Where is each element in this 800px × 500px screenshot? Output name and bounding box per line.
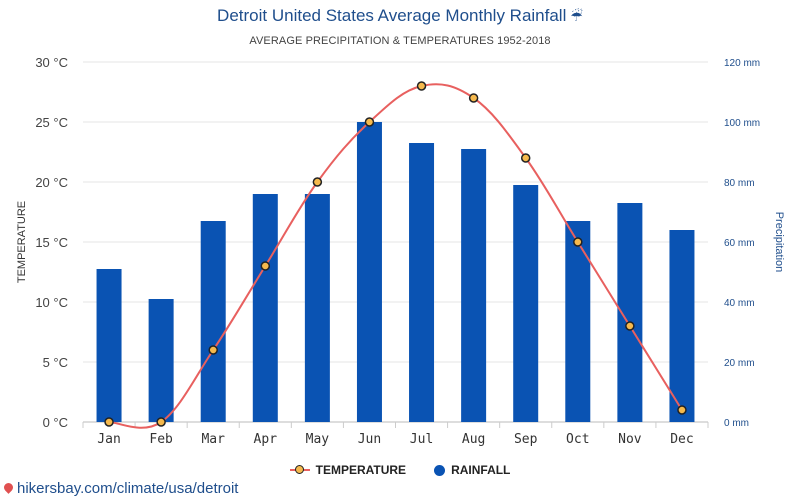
legend: TEMPERATURE RAINFALL: [0, 463, 800, 477]
x-tick-label: May: [306, 432, 330, 447]
rainfall-bar: [200, 221, 226, 422]
y-right-tick-label: 20 mm: [724, 358, 755, 369]
source-link[interactable]: hikersbay.com/climate/usa/detroit: [2, 480, 239, 497]
legend-label-temperature: TEMPERATURE: [315, 463, 407, 477]
chart-title: Detroit United States Average Monthly Ra…: [0, 6, 800, 26]
x-tick-label: Sep: [514, 432, 538, 447]
rainfall-bar: [565, 221, 591, 422]
temperature-point: [312, 177, 323, 187]
temperature-point: [156, 417, 166, 427]
umbrella-rain-icon: ☔: [570, 9, 583, 25]
rainfall-bar: [252, 194, 278, 422]
x-tick-label: Mar: [201, 432, 225, 447]
rainfall-bar: [513, 185, 539, 422]
y-left-axis-title: TEMPERATURE: [16, 201, 28, 283]
y-right-tick-label: 120 mm: [724, 58, 760, 69]
temperature-point: [520, 153, 531, 163]
temperature-point: [260, 261, 271, 271]
y-right-axis-title: Precipitation: [773, 212, 785, 273]
temperature-point: [208, 345, 218, 355]
x-tick-label: Apr: [254, 432, 278, 447]
temperature-point: [416, 81, 427, 91]
y-right-tick-label: 40 mm: [724, 298, 755, 309]
y-left-tick-label: 25 °C: [35, 115, 68, 130]
x-tick-label: Jul: [410, 432, 433, 447]
y-left-tick-label: 5 °C: [43, 355, 68, 370]
rainfall-bar: [669, 230, 695, 422]
y-right-tick-label: 0 mm: [724, 418, 749, 429]
legend-item-rainfall[interactable]: RAINFALL: [428, 463, 510, 477]
x-tick-label: Jan: [97, 432, 120, 447]
x-tick-label: Aug: [462, 432, 485, 447]
rainfall-bar: [356, 122, 382, 422]
temperature-line: [108, 83, 683, 429]
legend-item-temperature[interactable]: TEMPERATURE: [289, 463, 407, 477]
x-tick-label: Nov: [618, 432, 642, 447]
y-left-tick-label: 0 °C: [43, 415, 68, 430]
x-tick-label: Jun: [358, 432, 381, 447]
temperature-point: [677, 405, 687, 415]
rainfall-bar: [461, 149, 487, 422]
rainfall-bar: [409, 143, 435, 422]
y-left-tick-label: 20 °C: [35, 175, 68, 190]
y-left-tick-label: 30 °C: [35, 55, 68, 70]
rainfall-legend-icon: [434, 464, 446, 476]
source-link-text: hikersbay.com/climate/usa/detroit: [17, 480, 239, 497]
y-right-tick-label: 60 mm: [724, 238, 755, 249]
temperature-legend-icon: [289, 464, 310, 476]
x-tick-label: Feb: [149, 432, 173, 447]
temperature-point: [104, 417, 114, 427]
y-right-tick-label: 100 mm: [724, 118, 760, 129]
y-left-tick-label: 10 °C: [35, 295, 68, 310]
y-left-tick-label: 15 °C: [35, 235, 68, 250]
map-pin-icon: [2, 481, 15, 494]
y-right-tick-label: 80 mm: [724, 178, 755, 189]
chart-subtitle: AVERAGE PRECIPITATION & TEMPERATURES 195…: [249, 35, 551, 47]
rainfall-bar: [148, 299, 174, 422]
x-tick-label: Dec: [670, 432, 693, 447]
temperature-point: [468, 93, 479, 103]
x-tick-label: Oct: [566, 432, 589, 447]
rainfall-bar: [304, 194, 330, 422]
temperature-point: [364, 117, 375, 127]
legend-label-rainfall: RAINFALL: [451, 463, 511, 477]
chart-title-text: Detroit United States Average Monthly Ra…: [217, 6, 567, 25]
temperature-point: [625, 321, 635, 331]
temperature-point: [573, 237, 583, 247]
rainfall-bar: [96, 269, 122, 422]
